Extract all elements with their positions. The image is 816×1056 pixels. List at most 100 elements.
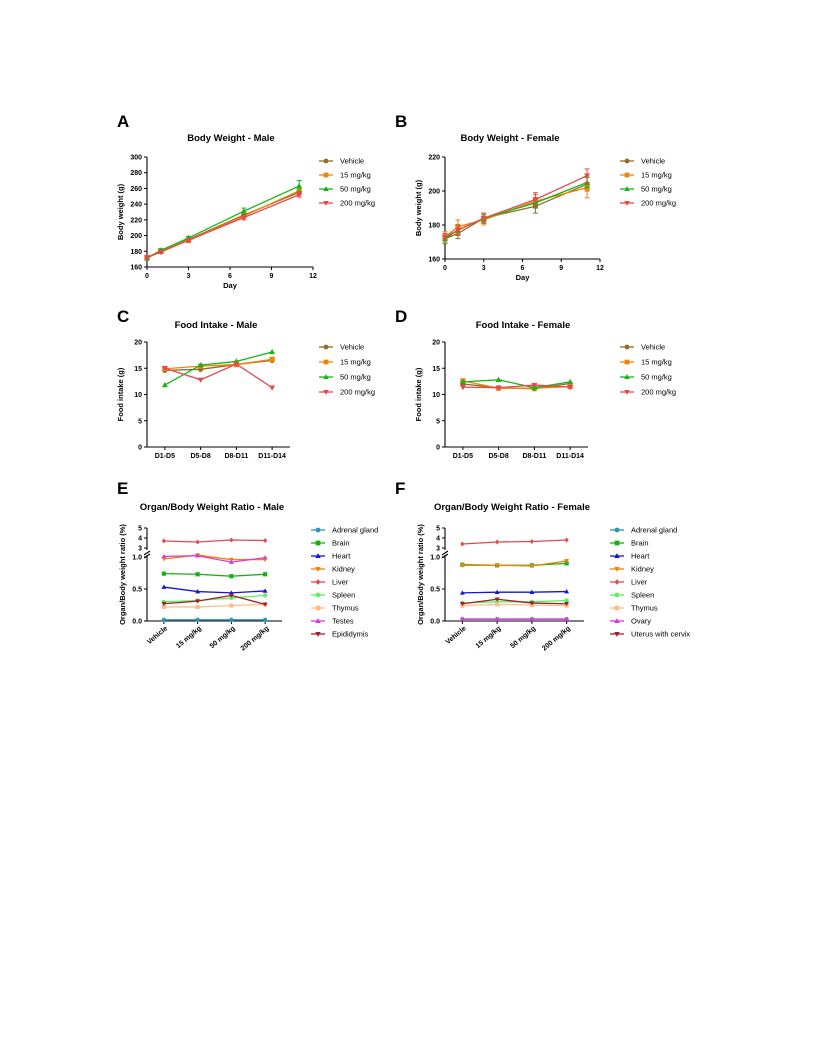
legend-label: Epididymis xyxy=(332,630,369,639)
legend-item: Spleen xyxy=(610,591,654,600)
panel-letter: A xyxy=(117,112,129,131)
y-tick-label: 0 xyxy=(138,445,142,452)
legend-item: Epididymis xyxy=(311,630,369,639)
series-adrenal-gland xyxy=(161,617,268,622)
series-testes xyxy=(161,553,268,564)
legend-label: 200 mg/kg xyxy=(340,388,375,397)
y-tick-label: 5 xyxy=(138,418,142,425)
data-point xyxy=(296,182,303,189)
data-point xyxy=(240,215,247,221)
x-tick-label: D11-D14 xyxy=(258,453,286,460)
series-line xyxy=(163,586,266,594)
legend-item: Vehicle xyxy=(319,343,364,352)
data-point xyxy=(161,571,166,576)
legend-item: Thymus xyxy=(610,604,658,613)
series-line xyxy=(163,572,266,577)
x-tick-label: 0 xyxy=(443,265,447,272)
data-point xyxy=(269,356,275,362)
data-point xyxy=(567,384,574,391)
legend-item: Vehicle xyxy=(620,343,665,352)
y-tick-label: 180 xyxy=(130,249,142,256)
legend-marker xyxy=(315,579,321,585)
legend-item: Uterus with cervix xyxy=(610,630,690,639)
data-point xyxy=(229,537,234,543)
data-point xyxy=(229,603,234,608)
legend-label: 200 mg/kg xyxy=(340,199,375,208)
y-axis-label: Food intake (g) xyxy=(414,367,423,421)
data-point xyxy=(195,604,200,610)
data-point xyxy=(494,589,500,594)
legend-item: Brain xyxy=(610,539,649,548)
data-point xyxy=(495,376,502,383)
data-point xyxy=(161,584,167,589)
legend-label: 15 mg/kg xyxy=(340,358,371,367)
y-tick-label: 200 xyxy=(130,233,142,240)
data-point xyxy=(195,572,200,577)
data-point xyxy=(263,537,268,544)
legend-marker xyxy=(624,186,630,192)
legend-label: Vehicle xyxy=(340,157,364,166)
series-line xyxy=(462,539,567,545)
data-point xyxy=(269,348,276,355)
x-tick-label: 9 xyxy=(270,273,274,280)
legend-label: 50 mg/kg xyxy=(641,373,672,382)
data-point xyxy=(564,537,569,543)
series-ovary xyxy=(459,616,570,621)
panel-e: E Organ/Body Weight Ratio - Male 0.0 0.5 1.0… xyxy=(117,479,378,653)
panel-d: D Food Intake - Female 0 5 10 15 20 D1-D5 D5-D8 D… xyxy=(395,307,676,460)
y-tick-label: 15 xyxy=(134,366,142,373)
data-point xyxy=(263,593,268,598)
legend-marker xyxy=(624,374,630,380)
legend-item: 200 mg/kg xyxy=(620,199,676,208)
legend-label: Adrenal gland xyxy=(631,526,677,535)
legend-label: Heart xyxy=(631,552,650,561)
legend-label: Liver xyxy=(332,578,349,587)
legend-marker xyxy=(315,631,321,637)
panel-f: F Organ/Body Weight Ratio - Female 0.0 0.5 1… xyxy=(395,479,690,653)
legend-label: Vehicle xyxy=(340,343,364,352)
x-tick-label: 6 xyxy=(521,265,525,272)
data-point xyxy=(229,617,234,622)
legend-marker xyxy=(315,566,321,572)
series-line xyxy=(444,186,588,238)
y-tick-label: 240 xyxy=(130,202,142,209)
data-point xyxy=(144,255,150,261)
legend-label: Vehicle xyxy=(641,343,665,352)
data-point xyxy=(495,602,500,607)
data-point xyxy=(529,601,535,606)
legend-marker xyxy=(624,359,630,365)
legend-marker xyxy=(614,540,620,546)
legend-marker xyxy=(614,553,620,559)
legend-label: Liver xyxy=(631,578,648,587)
legend-marker xyxy=(614,527,620,533)
legend-marker xyxy=(315,527,321,533)
data-point xyxy=(263,617,268,622)
series-line xyxy=(163,594,266,603)
legend-item: Thymus xyxy=(311,604,359,613)
chart-title: Body Weight - Male xyxy=(187,133,274,144)
legend-label: 15 mg/kg xyxy=(340,171,371,180)
data-point xyxy=(161,553,167,559)
legend-label: Vehicle xyxy=(641,157,665,166)
data-point xyxy=(296,192,303,198)
legend-item: 50 mg/kg xyxy=(319,185,371,194)
legend-marker xyxy=(624,344,630,350)
y-tick-label: 220 xyxy=(130,217,142,224)
legend-marker xyxy=(624,172,630,178)
x-axis-label: Day xyxy=(223,281,238,290)
legend-item: Adrenal gland xyxy=(610,526,677,535)
y-axis-label: Body weight (g) xyxy=(116,183,125,240)
series-line xyxy=(462,380,571,389)
axes xyxy=(444,157,600,260)
series-line xyxy=(163,594,266,605)
legend-item: Liver xyxy=(610,578,648,587)
legend-item: 200 mg/kg xyxy=(319,199,375,208)
data-point xyxy=(529,589,535,594)
chart-title: Food Intake - Male xyxy=(175,320,258,331)
y-tick-label: 260 xyxy=(130,186,142,193)
series-line xyxy=(462,598,567,605)
data-point xyxy=(529,564,535,569)
data-point xyxy=(161,381,168,388)
data-point xyxy=(161,366,168,372)
